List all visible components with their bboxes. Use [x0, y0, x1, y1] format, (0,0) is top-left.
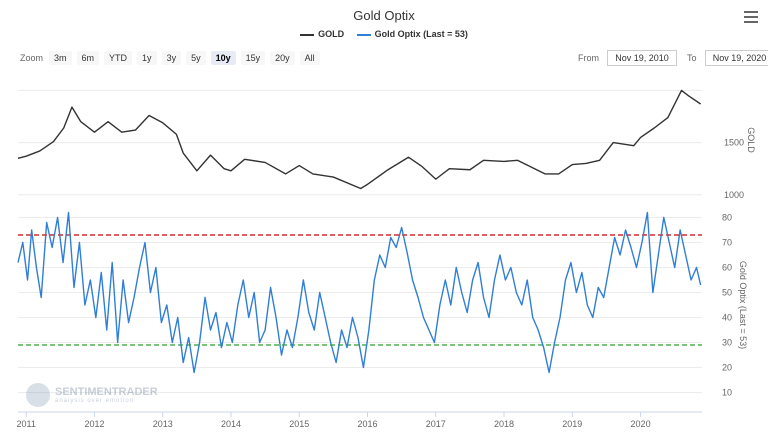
optix-y-tick-label: 20: [722, 363, 732, 373]
optix-y-tick-label: 50: [722, 288, 732, 298]
gold-series-line: [17, 89, 702, 190]
optix-y-tick-label: 10: [722, 388, 732, 398]
to-label: To: [687, 53, 697, 63]
zoom-button-20y[interactable]: 20y: [270, 51, 295, 65]
sentimentrader-logo-icon: [26, 383, 50, 407]
gold-y-tick-label: 1500: [724, 138, 744, 148]
optix-y-tick-label: 30: [722, 338, 732, 348]
chart-legend: GOLD Gold Optix (Last = 53): [0, 29, 768, 39]
zoom-button-10y[interactable]: 10y: [210, 51, 236, 65]
date-range: From Nov 19, 2010 To Nov 19, 2020: [578, 50, 768, 66]
optix-y-tick-label: 80: [722, 213, 732, 223]
from-label: From: [578, 53, 599, 63]
legend-label-gold: GOLD: [318, 29, 345, 39]
chart-title: Gold Optix: [353, 8, 415, 23]
watermark: SENTIMENTRADER analysis over emotion: [26, 383, 158, 407]
x-tick-label: 2011: [17, 419, 36, 429]
x-tick-label: 2017: [426, 419, 446, 429]
legend-swatch-gold: [300, 33, 315, 36]
x-tick-label: 2013: [153, 419, 173, 429]
x-tick-label: 2015: [289, 419, 309, 429]
from-date-input[interactable]: Nov 19, 2010: [607, 50, 677, 66]
optix-axis-label: Gold Optix (Last = 53): [738, 261, 748, 349]
zoom-button-3y[interactable]: 3y: [161, 51, 182, 65]
optix-y-tick-label: 70: [722, 238, 732, 248]
hamburger-menu-icon[interactable]: [744, 11, 758, 23]
optix-y-tick-label: 40: [722, 313, 732, 323]
to-date-input[interactable]: Nov 19, 2020: [704, 50, 768, 66]
legend-label-gold-optix: Gold Optix (Last = 53): [374, 29, 468, 39]
zoom-button-all[interactable]: All: [299, 51, 320, 65]
x-tick-label: 2018: [494, 419, 514, 429]
x-tick-label: 2012: [84, 419, 104, 429]
gold-y-tick-label: 1000: [724, 190, 744, 200]
zoom-button-15y[interactable]: 15y: [240, 51, 266, 65]
legend-swatch-gold-optix: [356, 33, 371, 36]
zoom-label: Zoom: [20, 53, 44, 63]
x-tick-label: 2020: [631, 419, 651, 429]
watermark-name: SENTIMENTRADER: [55, 385, 158, 398]
zoom-button-1y[interactable]: 1y: [137, 51, 157, 65]
watermark-tagline: analysis over emotion: [55, 397, 135, 404]
x-tick-label: 2016: [357, 419, 377, 429]
gold-axis-label: GOLD: [746, 127, 756, 153]
zoom-button-6m[interactable]: 6m: [76, 51, 100, 65]
zoom-button-3m[interactable]: 3m: [49, 51, 72, 65]
legend-item-gold[interactable]: GOLD: [300, 29, 344, 39]
legend-item-gold-optix[interactable]: Gold Optix (Last = 53): [356, 29, 468, 39]
zoom-toolbar: Zoom 3m 6m YTD 1y 3y 5y 10y 15y 20y All: [20, 51, 325, 65]
x-tick-label: 2019: [562, 419, 582, 429]
optix-series-line: [17, 211, 702, 374]
x-tick-label: 2014: [221, 419, 241, 429]
zoom-button-ytd[interactable]: YTD: [104, 51, 133, 65]
optix-y-tick-label: 60: [722, 263, 732, 273]
zoom-button-5y[interactable]: 5y: [186, 51, 206, 65]
